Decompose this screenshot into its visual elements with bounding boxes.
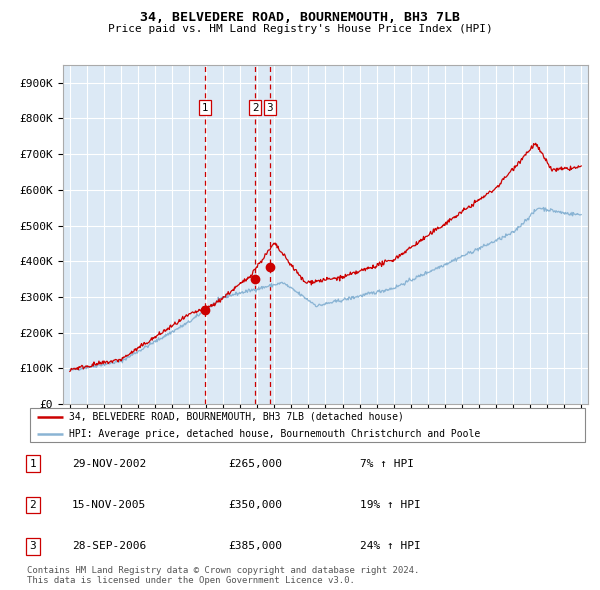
Text: 34, BELVEDERE ROAD, BOURNEMOUTH, BH3 7LB: 34, BELVEDERE ROAD, BOURNEMOUTH, BH3 7LB [140, 11, 460, 24]
Text: 15-NOV-2005: 15-NOV-2005 [72, 500, 146, 510]
Text: 3: 3 [29, 542, 37, 551]
Text: 19% ↑ HPI: 19% ↑ HPI [360, 500, 421, 510]
Text: Contains HM Land Registry data © Crown copyright and database right 2024.
This d: Contains HM Land Registry data © Crown c… [27, 566, 419, 585]
Text: HPI: Average price, detached house, Bournemouth Christchurch and Poole: HPI: Average price, detached house, Bour… [69, 429, 481, 439]
Text: Price paid vs. HM Land Registry's House Price Index (HPI): Price paid vs. HM Land Registry's House … [107, 24, 493, 34]
Text: 29-NOV-2002: 29-NOV-2002 [72, 459, 146, 468]
Text: 28-SEP-2006: 28-SEP-2006 [72, 542, 146, 551]
Text: 2: 2 [29, 500, 37, 510]
FancyBboxPatch shape [30, 408, 585, 442]
Text: £385,000: £385,000 [228, 542, 282, 551]
Text: 2: 2 [252, 103, 259, 113]
Text: 1: 1 [29, 459, 37, 468]
Text: £350,000: £350,000 [228, 500, 282, 510]
Text: £265,000: £265,000 [228, 459, 282, 468]
Text: 7% ↑ HPI: 7% ↑ HPI [360, 459, 414, 468]
Text: 24% ↑ HPI: 24% ↑ HPI [360, 542, 421, 551]
Text: 34, BELVEDERE ROAD, BOURNEMOUTH, BH3 7LB (detached house): 34, BELVEDERE ROAD, BOURNEMOUTH, BH3 7LB… [69, 412, 404, 422]
Text: 3: 3 [266, 103, 273, 113]
Text: 1: 1 [202, 103, 208, 113]
